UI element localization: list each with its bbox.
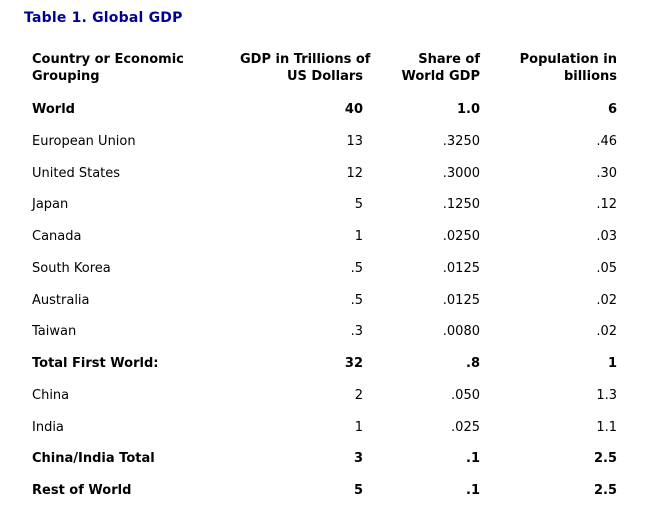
table-row-world: World 40 1.0 6 (32, 102, 617, 134)
cell-gdp: 40 (344, 102, 363, 117)
cell-share: .3250 (442, 133, 480, 149)
cell-country: Total First World: (32, 356, 159, 371)
col-header-country: Country or Economic Grouping (32, 51, 240, 102)
col-header-population-line1: Population in (519, 52, 617, 67)
col-header-country-line1: Country or Economic (32, 52, 184, 67)
cell-share: 1.0 (456, 102, 480, 117)
cell-country: Australia (32, 292, 90, 308)
cell-population: .02 (596, 292, 617, 308)
cell-country: South Korea (32, 260, 111, 276)
cell-population: 1 (607, 356, 617, 371)
col-header-gdp: GDP in Trillions of US Dollars (240, 51, 371, 102)
col-header-gdp-line2: US Dollars (286, 69, 363, 84)
cell-gdp: 2 (354, 387, 363, 403)
cell-gdp: .3 (350, 324, 363, 340)
cell-share: .3000 (442, 165, 480, 181)
cell-country: United States (32, 165, 121, 181)
cell-gdp: 5 (354, 197, 363, 213)
cell-country: Rest of World (32, 483, 132, 498)
table-body: World 40 1.0 6 European Union 13 .3250 .… (32, 102, 617, 515)
table-row-united-states: United States 12 .3000 .30 (32, 166, 617, 198)
cell-share: .050 (451, 387, 480, 403)
cell-share: .0125 (442, 292, 480, 308)
cell-population: .12 (596, 197, 617, 213)
cell-share: .0080 (442, 324, 480, 340)
col-header-share-line1: Share of (418, 52, 480, 67)
cell-country: India (32, 419, 64, 435)
table-row-china: China 2 .050 1.3 (32, 388, 617, 420)
table-row-total-first-world: Total First World: 32 .8 1 (32, 356, 617, 388)
cell-population: .02 (596, 324, 617, 340)
col-header-gdp-line1: GDP in Trillions of (240, 52, 371, 67)
table-row-rest-of-world: Rest of World 5 .1 2.5 (32, 483, 617, 515)
cell-population: 2.5 (593, 483, 617, 498)
table-row-taiwan: Taiwan .3 .0080 .02 (32, 324, 617, 356)
cell-population: 1.1 (596, 419, 617, 435)
table-header: Country or Economic Grouping GDP in Tril… (32, 51, 617, 102)
cell-share: .025 (451, 419, 480, 435)
table-row-china-india-total: China/India Total 3 .1 2.5 (32, 451, 617, 483)
cell-country: World (32, 102, 75, 117)
table-row-india: India 1 .025 1.1 (32, 420, 617, 452)
cell-country: Taiwan (32, 324, 77, 340)
cell-gdp: 1 (354, 229, 363, 244)
cell-gdp: 12 (346, 165, 363, 181)
table-row-japan: Japan 5 .1250 .12 (32, 197, 617, 229)
cell-share: .1250 (442, 197, 480, 213)
cell-country: European Union (32, 133, 136, 149)
cell-country: Canada (32, 229, 82, 244)
cell-population: .05 (596, 260, 617, 276)
page-title: Table 1. Global GDP (24, 10, 183, 26)
table-row-canada: Canada 1 .0250 .03 (32, 229, 617, 261)
header-row: Country or Economic Grouping GDP in Tril… (32, 51, 617, 102)
cell-population: .30 (596, 165, 617, 181)
col-header-population-line2: billions (563, 69, 617, 84)
cell-country: Japan (32, 197, 69, 213)
cell-gdp: 3 (353, 451, 363, 467)
cell-share: .1 (466, 451, 480, 467)
cell-share: .0250 (442, 229, 480, 244)
cell-gdp: .5 (350, 292, 363, 308)
global-gdp-table: Country or Economic Grouping GDP in Tril… (32, 51, 617, 515)
cell-gdp: 5 (353, 483, 363, 498)
cell-share: .1 (466, 483, 480, 498)
table-row-european-union: European Union 13 .3250 .46 (32, 134, 617, 166)
cell-share: .0125 (442, 260, 480, 276)
col-header-share-line2: World GDP (401, 69, 481, 84)
cell-population: 1.3 (596, 387, 617, 403)
table-row-australia: Australia .5 .0125 .02 (32, 293, 617, 325)
cell-country: China (32, 387, 70, 403)
cell-gdp: 1 (354, 419, 363, 435)
cell-population: .03 (596, 229, 617, 244)
col-header-share: Share of World GDP (363, 51, 481, 102)
cell-gdp: .5 (350, 260, 363, 276)
cell-gdp: 13 (346, 133, 363, 149)
cell-country: China/India Total (32, 451, 155, 467)
col-header-population: Population in billions (480, 51, 617, 102)
col-header-country-line2: Grouping (32, 69, 100, 84)
cell-share: .8 (466, 356, 480, 371)
cell-population: 2.5 (593, 451, 617, 467)
cell-population: 6 (607, 102, 617, 117)
cell-population: .46 (596, 133, 617, 149)
cell-gdp: 32 (344, 356, 363, 371)
table-row-south-korea: South Korea .5 .0125 .05 (32, 261, 617, 293)
